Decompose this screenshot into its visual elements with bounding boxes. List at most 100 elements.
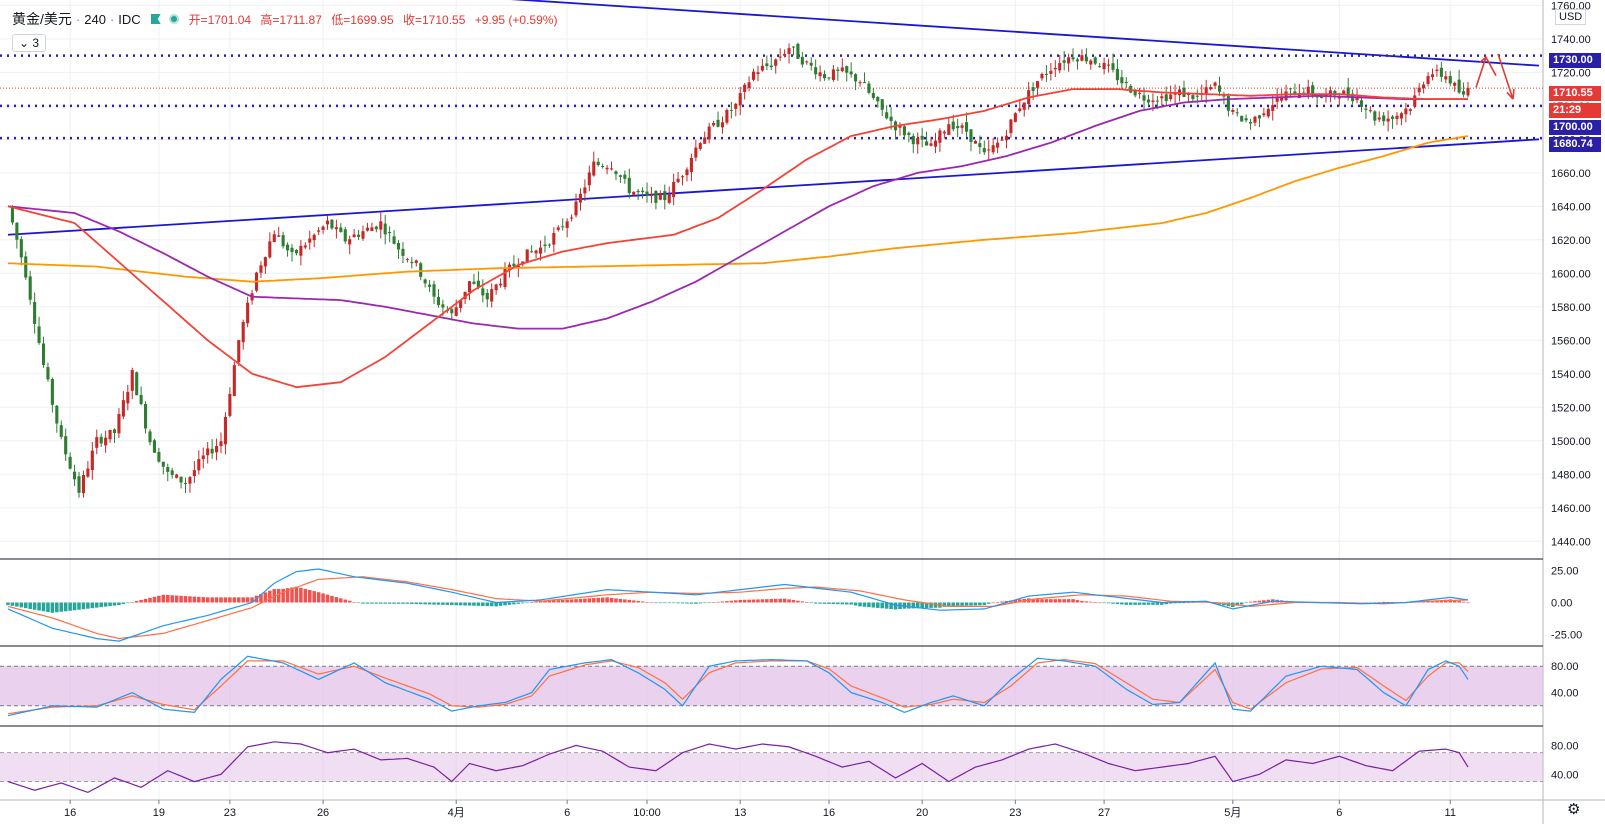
candle (547, 243, 551, 248)
macd-bar (268, 590, 272, 603)
macd-bar (818, 602, 822, 604)
macd-bar (1089, 601, 1093, 603)
candle (1013, 112, 1017, 123)
candle (996, 137, 1000, 154)
candle-body (849, 71, 853, 75)
candle (978, 135, 982, 155)
candle-body (574, 201, 578, 216)
candle-body (947, 124, 951, 135)
candle-body (28, 276, 32, 300)
macd-bar (1137, 602, 1142, 605)
candle (33, 292, 37, 334)
candle-body (689, 157, 693, 172)
candle-body (272, 234, 276, 243)
macd-bar (1071, 599, 1075, 603)
ma-fast-line (7, 88, 1468, 389)
candle-body (1164, 94, 1168, 102)
macd-bar (263, 592, 268, 603)
candle-body (649, 194, 654, 197)
candle-body (334, 227, 338, 230)
candle (365, 222, 370, 232)
candle-body (1062, 60, 1066, 63)
candle-body (1133, 90, 1137, 96)
candle-body (805, 61, 809, 63)
macd-bar (126, 602, 130, 604)
ma-mid-line (7, 94, 1468, 330)
macd-bar (982, 602, 987, 606)
macd-bar (574, 599, 578, 603)
candle (1368, 106, 1372, 113)
candle (15, 222, 19, 249)
candle (334, 219, 338, 239)
candle (112, 428, 117, 443)
currency-label[interactable]: USD (1555, 9, 1587, 25)
candle-body (144, 403, 148, 429)
macd-bar (472, 602, 476, 606)
candle (1084, 48, 1088, 65)
interval-label[interactable]: 240 (84, 11, 106, 27)
candle (476, 271, 480, 290)
macd-bar (978, 602, 982, 606)
candle (672, 173, 676, 206)
macd-bar (1004, 600, 1009, 603)
macd-bar (427, 602, 432, 605)
candle (1080, 49, 1084, 62)
macd-bar (86, 602, 90, 609)
y-tick-label: 1600.00 (1551, 268, 1591, 280)
candle (135, 371, 139, 396)
candle (1422, 81, 1426, 94)
macd-bar (654, 602, 658, 604)
high-value: 高=1711.87 (260, 12, 322, 27)
macd-bar (827, 602, 831, 604)
candle (19, 236, 23, 266)
candle-body (175, 474, 179, 478)
macd-bar (813, 602, 818, 604)
macd-bar (734, 600, 738, 603)
candle (1373, 110, 1377, 126)
candle-body (663, 191, 667, 201)
macd-bar (179, 595, 183, 603)
candle (308, 230, 312, 250)
candle (769, 57, 773, 71)
candle-body (232, 365, 236, 397)
candle-body (512, 263, 516, 266)
candle-body (166, 467, 170, 472)
candle-body (485, 292, 489, 300)
candle-body (1209, 87, 1213, 90)
macd-bar (507, 602, 512, 605)
candle-body (299, 245, 303, 256)
macd-bar (960, 602, 964, 606)
macd-bar (232, 597, 237, 603)
flag-icon[interactable] (150, 14, 161, 24)
macd-bar (1106, 602, 1111, 604)
candle-body (800, 56, 804, 65)
candle (223, 412, 227, 455)
macd-bar (214, 597, 219, 603)
candle-body (1138, 92, 1142, 94)
candle-body (587, 172, 591, 186)
macd-bar (165, 595, 170, 603)
gear-icon[interactable]: ⚙ (1567, 801, 1581, 818)
candle-body (1382, 115, 1386, 122)
candle-body (352, 234, 356, 238)
macd-bar (680, 602, 685, 604)
candle (1457, 69, 1461, 95)
macd-bar (201, 597, 206, 603)
candle-body (1049, 70, 1053, 74)
candle (982, 140, 986, 155)
symbol-name[interactable]: 黄金/美元 (12, 11, 72, 27)
candle-body (268, 241, 272, 258)
candle-body (814, 67, 818, 75)
candle (1364, 105, 1368, 119)
candle (73, 464, 77, 486)
indicators-toggle[interactable]: ⌄ 3 (12, 34, 47, 52)
candle (392, 230, 396, 245)
macd-bar (1080, 600, 1084, 603)
macd-bar (152, 596, 157, 603)
candle (68, 452, 72, 470)
candle-body (658, 193, 662, 200)
macd-bar (112, 602, 117, 606)
candle (654, 190, 658, 210)
candle-body (596, 161, 600, 166)
